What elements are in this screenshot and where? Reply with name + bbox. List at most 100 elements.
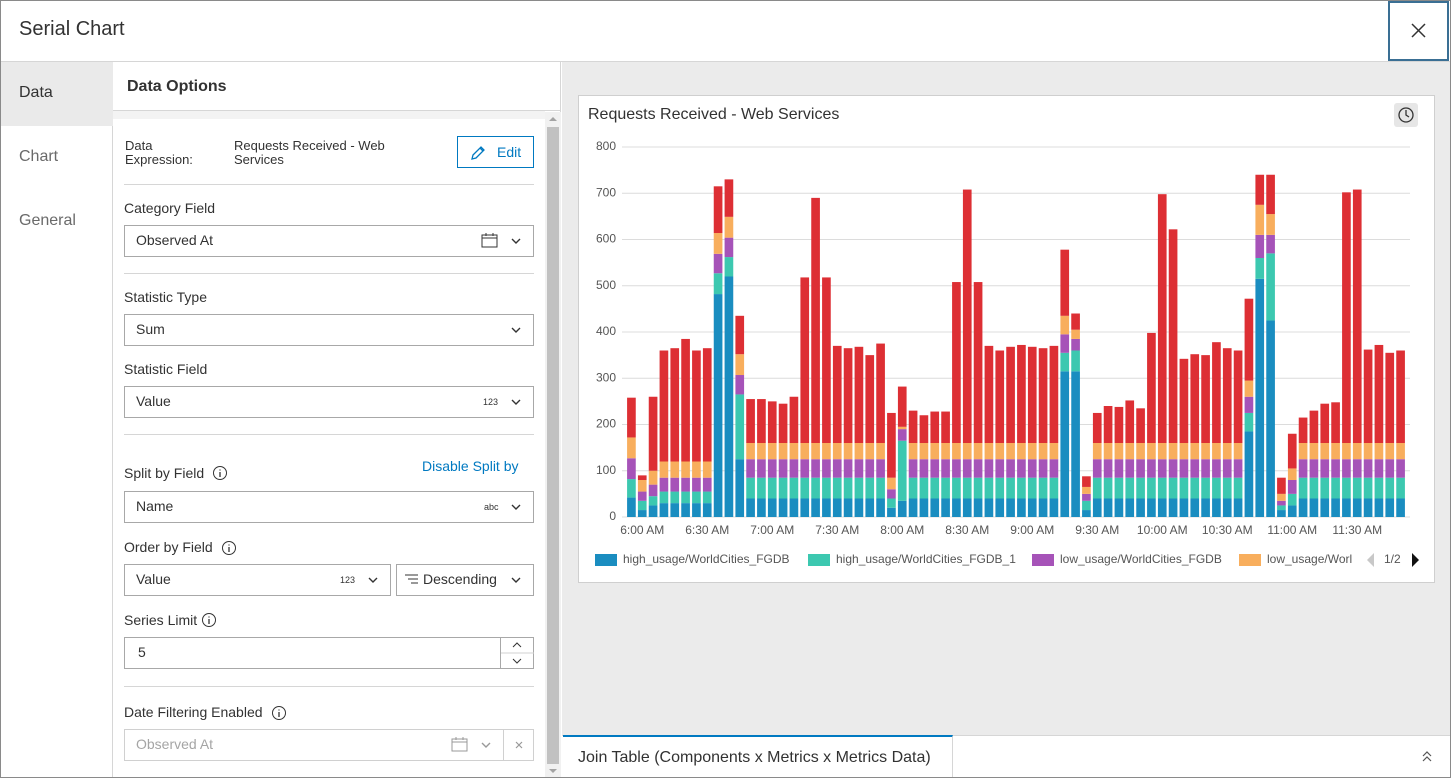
field-label: Split by Field [124,465,205,481]
sidebar-tab[interactable]: Data [19,84,53,101]
bar-segment [1201,477,1210,499]
sidebar-tab[interactable]: General [19,212,76,229]
bar-segment [962,443,972,460]
scrollbar-thumb[interactable] [547,127,559,764]
bar-segment [1071,313,1080,330]
section-divider [124,273,534,274]
close-button[interactable] [1388,1,1449,61]
bar-segment [681,338,690,462]
bar-segment [724,216,734,238]
scroll-up[interactable] [545,112,561,126]
bar-segment [1320,498,1330,517]
chevron-icon [511,504,521,510]
bar-segment [973,498,983,517]
y-tick-label: 0 [609,509,616,523]
bar-segment [670,477,680,492]
sidebar-tab[interactable]: Chart [19,148,59,165]
x-tick-label: 7:30 AM [815,523,859,537]
spinner[interactable] [500,637,534,669]
panel-title: Data Options [127,78,227,95]
bar-segment [930,477,940,499]
bar-segment [627,397,636,438]
calendar-chevron-icons [481,233,521,248]
legend-next[interactable] [1412,553,1419,567]
bar-segment [887,507,896,517]
bar-segment [778,498,788,517]
bar-segment [648,505,658,517]
chevron-icon [511,399,521,405]
bar-segment [1298,417,1308,443]
chevron-icon [511,577,521,583]
bar-segment [876,443,885,460]
bar-segment [941,459,950,478]
bar-segment [1298,477,1308,499]
bar-segment [648,496,658,506]
info-icon[interactable] [212,465,228,481]
panel-divider [113,110,561,111]
sort-icon [405,574,418,584]
date-filter-select[interactable]: Observed At [124,729,534,761]
y-tick-label: 500 [596,278,616,292]
bar-segment [1103,443,1113,460]
statistic-field-select[interactable]: Value [124,386,534,418]
bar-segment [1017,477,1026,499]
bar-segment [811,477,820,499]
y-tick-label: 400 [596,324,616,338]
section-divider [124,686,534,687]
bar-segment [1342,443,1351,460]
bar-segment [724,179,734,217]
bar-segment [1103,498,1113,517]
data-expression-label: Data Expression: [125,138,193,167]
sidebar [0,62,113,778]
bar-segment [1017,443,1026,460]
y-tick-label: 700 [596,185,616,199]
info-icon[interactable] [221,540,237,556]
clear-button[interactable] [503,729,534,761]
bar-segment [659,350,669,462]
bar-segment [941,498,950,517]
bar-segment [1157,477,1167,499]
edit-button[interactable]: Edit [457,136,534,168]
bar-segment [941,443,950,460]
expand-icon[interactable] [1418,748,1436,766]
bar-segment [648,484,658,497]
bar-segment [1082,486,1091,494]
scroll-down[interactable] [545,764,561,778]
bar-segment [713,294,723,517]
bottom-tab[interactable]: Join Table (Components x Metrics x Metri… [563,735,953,778]
bar-segment [843,459,853,478]
bar-segment [1363,349,1373,443]
bar-segment [659,477,669,492]
order-field-select[interactable]: Value [124,564,391,596]
field-label: Statistic Field [124,361,208,377]
bar-segment [757,459,766,478]
order-direction-select[interactable]: Descending [396,564,534,596]
info-icon[interactable] [201,612,217,628]
bar-segment [1385,498,1395,517]
bar-segment [1277,505,1286,511]
bar-segment [1320,477,1330,499]
sidebar-tab-active[interactable] [0,62,113,126]
bar-segment [1136,459,1145,478]
bar-segment [1309,443,1319,460]
bar-segment [1190,498,1200,517]
bar-segment [1071,371,1080,517]
bar-segment [1266,253,1275,321]
legend-prev[interactable] [1367,553,1374,567]
bar-segment [1157,443,1167,460]
info-icon[interactable] [271,705,287,721]
bar-segment [648,470,658,485]
statistic-type-select[interactable]: Sum [124,314,534,346]
split-field-select[interactable]: Name [124,491,534,523]
history-button[interactable] [1394,103,1418,127]
bar-segment [702,503,712,517]
legend-label: high_usage/WorldCities_FGDB [623,552,790,566]
series-limit-input[interactable]: 5 [124,637,534,669]
bar-segment [876,477,885,499]
bar-segment [1136,498,1145,517]
bar-segment [952,477,961,499]
disable-split-link[interactable]: Disable Split by [422,458,519,474]
bar-segment [1179,459,1189,478]
bar-segment [692,503,701,517]
category-select[interactable]: Observed At [124,225,534,257]
